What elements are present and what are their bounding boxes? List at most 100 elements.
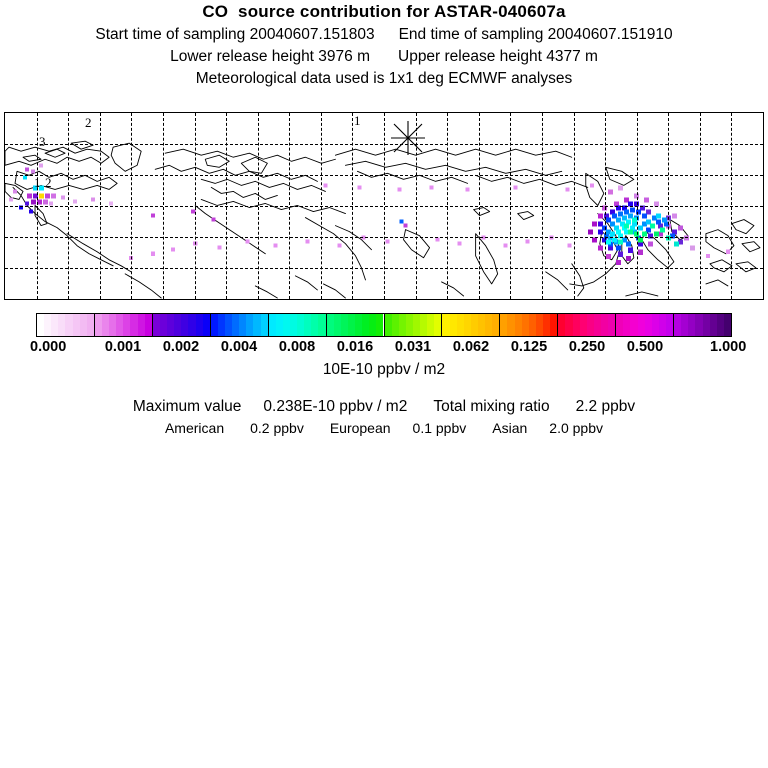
colorbar-segment: [326, 314, 385, 336]
start-time-label: Start time of sampling 20040607.151803: [95, 26, 375, 43]
colorbar-segment: [674, 314, 732, 336]
colorbar-step: [398, 314, 406, 336]
colorbar-step: [355, 314, 363, 336]
colorbar-step: [723, 314, 732, 336]
colorbar-segment: [152, 314, 211, 336]
colorbar-tick: 0.500: [626, 339, 664, 355]
colorbar-step: [304, 314, 312, 336]
colorbar-step: [290, 314, 298, 336]
colorbar-step: [202, 314, 210, 336]
colorbar-step: [188, 314, 196, 336]
colorbar-step: [716, 314, 724, 336]
colorbar-step: [405, 314, 413, 336]
american-source-label: American: [164, 420, 225, 436]
colorbar-step: [232, 314, 240, 336]
colorbar-step: [253, 314, 261, 336]
release-point-star-icon: [391, 121, 425, 155]
upper-release-height-label: Upper release height 4377 m: [398, 48, 598, 65]
colorbar-tick: 0.004: [220, 339, 258, 355]
colorbar-step: [658, 314, 666, 336]
colorbar-step: [86, 314, 94, 336]
colorbar-step: [318, 314, 326, 336]
colorbar-step: [340, 314, 348, 336]
statistics-footer: Maximum value 0.238E-10 ppbv / m2 Total mi…: [0, 396, 768, 438]
maximum-value-label: Maximum value: [132, 398, 242, 415]
colorbar-step: [297, 314, 305, 336]
european-source-value: 0.1 ppbv: [412, 420, 467, 436]
colorbar-step: [152, 314, 160, 336]
colorbar-step: [167, 314, 175, 336]
colorbar-segment: [384, 314, 443, 336]
colorbar-tick: 0.062: [452, 339, 490, 355]
end-time-label: End time of sampling 20040607.151910: [398, 26, 673, 43]
colorbar-step: [369, 314, 377, 336]
gridline-parallel: [5, 144, 763, 145]
trajectory-label-2-north: 2: [85, 115, 92, 130]
colorbar-step: [507, 314, 515, 336]
colorbar-step: [246, 314, 254, 336]
colorbar-step: [210, 314, 218, 336]
colorbar-tick: 0.001: [104, 339, 142, 355]
colorbar-step: [427, 314, 435, 336]
lower-release-height-label: Lower release height 3976 m: [170, 48, 370, 65]
colorbar-segment: [37, 314, 95, 336]
colorbar-step: [572, 314, 580, 336]
colorbar-step: [37, 314, 45, 336]
colorbar-step: [123, 314, 131, 336]
american-source-value: 0.2 ppbv: [250, 420, 304, 436]
colorbar-step: [130, 314, 138, 336]
trajectory-label-1-north: 1: [354, 113, 361, 128]
european-source-label: European: [329, 420, 391, 436]
colorbar-step: [674, 314, 682, 336]
colorbar-gradient: [36, 313, 732, 337]
sampling-time-line: Start time of sampling 20040607.151803 En…: [0, 24, 768, 46]
colorbar-step: [608, 314, 616, 336]
colorbar-step: [275, 314, 283, 336]
colorbar-segment: [500, 314, 559, 336]
colorbar-step: [565, 314, 573, 336]
trajectory-label-3: 3: [39, 134, 46, 149]
colorbar-step: [144, 314, 152, 336]
colorbar-step: [260, 314, 268, 336]
colorbar-step: [311, 314, 319, 336]
colorbar-step: [239, 314, 247, 336]
colorbar-segment: [558, 314, 617, 336]
total-mixing-ratio-value: 2.2 ppbv: [575, 398, 636, 415]
colorbar-step: [702, 314, 710, 336]
colorbar-step: [492, 314, 500, 336]
colorbar-step: [463, 314, 471, 336]
colorbar-step: [217, 314, 225, 336]
colorbar-step: [514, 314, 522, 336]
colorbar-step: [412, 314, 421, 336]
colorbar: 0.000 0.001 0.002 0.004 0.008 0.016 0.031 0.062…: [30, 313, 746, 355]
colorbar-step: [347, 314, 356, 336]
colorbar-step: [282, 314, 291, 336]
colorbar-step: [102, 314, 110, 336]
maximum-value: 0.238E-10 ppbv / m2: [263, 398, 408, 415]
colorbar-step: [333, 314, 341, 336]
colorbar-step: [709, 314, 717, 336]
colorbar-step: [644, 314, 652, 336]
colorbar-step: [72, 314, 80, 336]
colorbar-step: [420, 314, 428, 336]
colorbar-tick: 0.002: [162, 339, 200, 355]
colorbar-step: [579, 314, 587, 336]
colorbar-step: [695, 314, 703, 336]
colorbar-tick-labels: 0.000 0.001 0.002 0.004 0.008 0.016 0.031 0.062…: [30, 338, 746, 356]
page-title: CO source contribution for ASTAR-040607a: [202, 2, 566, 21]
max-and-total-row: Maximum value 0.238E-10 ppbv / m2 Total mi…: [0, 396, 768, 418]
colorbar-step: [434, 314, 442, 336]
colorbar-step: [456, 314, 464, 336]
colorbar-step: [326, 314, 334, 336]
gridline-parallel: [5, 237, 763, 238]
colorbar-step: [79, 314, 87, 336]
colorbar-step: [688, 314, 696, 336]
colorbar-segment: [94, 314, 153, 336]
colorbar-step: [600, 314, 609, 336]
colorbar-step: [543, 314, 551, 336]
map-gridlines: [5, 113, 763, 299]
colorbar-step: [637, 314, 645, 336]
colorbar-step: [268, 314, 276, 336]
colorbar-step: [478, 314, 486, 336]
colorbar-step: [550, 314, 558, 336]
